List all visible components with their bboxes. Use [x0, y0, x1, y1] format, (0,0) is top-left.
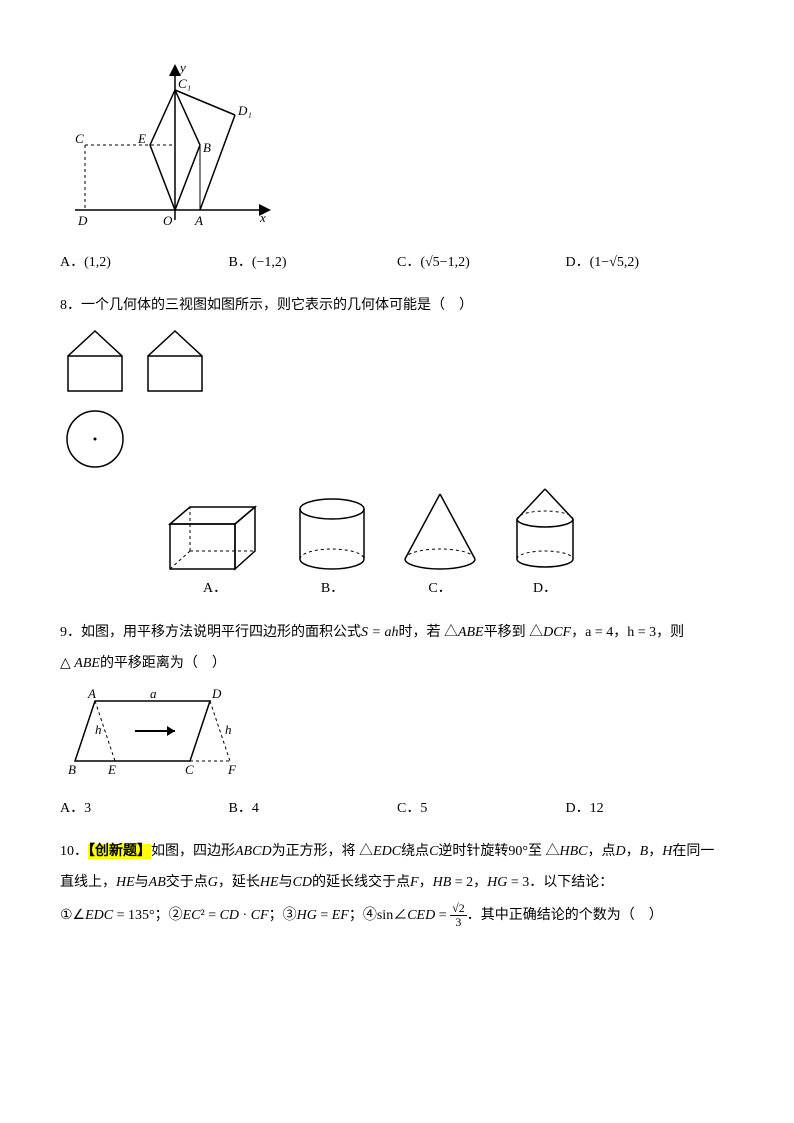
svg-text:D: D [77, 213, 88, 228]
q9-option-c: C．5 [397, 796, 566, 821]
side-view-icon [140, 326, 210, 396]
svg-text:D: D [211, 686, 222, 701]
svg-text:h: h [95, 722, 102, 737]
svg-text:B: B [68, 762, 76, 777]
q9-figure: A a D h h B E C F [60, 686, 734, 786]
svg-text:B: B [203, 140, 211, 155]
svg-text:a: a [150, 686, 157, 701]
q8-option-d: D． [505, 484, 585, 601]
q7-option-a: A．(1,2) [60, 250, 229, 275]
q9-text-line2: △ ABE的平移距离为（ ） [60, 651, 734, 676]
q8-options-row: A． B． C． D． [60, 484, 734, 601]
q7-option-d: D．(1−√5,2) [566, 250, 735, 275]
coordinate-diagram: y x C₁ D₁ C E B D O A [60, 60, 280, 240]
q10-line2: 直线上，HE与AB交于点G，延长HE与CD的延长线交于点F，HB = 2，HG … [60, 870, 734, 895]
cylinder-icon [290, 494, 375, 574]
q9-option-d: D．12 [566, 796, 735, 821]
innovation-badge: 【创新题】 [88, 844, 151, 859]
top-view-icon [60, 404, 130, 474]
svg-text:h: h [225, 722, 232, 737]
q8-top-view [60, 404, 734, 474]
cone-icon [395, 489, 485, 574]
svg-text:E: E [137, 131, 146, 146]
svg-text:y: y [178, 60, 186, 75]
svg-text:C: C [75, 131, 84, 146]
q7-figure: y x C₁ D₁ C E B D O A [60, 60, 734, 240]
svg-text:A: A [87, 686, 96, 701]
q8-option-c: C． [395, 489, 485, 601]
q10-conclusions: ①∠EDC = 135°；②EC² = CD · CF；③HG = EF；④si… [60, 902, 734, 929]
svg-text:D₁: D₁ [237, 103, 252, 118]
q7-option-c: C．(√5−1,2) [397, 250, 566, 275]
q10-line1: 10．【创新题】如图，四边形ABCD为正方形，将 △EDC绕点C逆时针旋转90°… [60, 839, 734, 864]
svg-text:A: A [194, 213, 203, 228]
q7-option-b: B．(−1,2) [229, 250, 398, 275]
q9-option-b: B．4 [229, 796, 398, 821]
svg-text:C₁: C₁ [178, 76, 191, 91]
q8-option-a: A． [160, 499, 270, 601]
q8-three-views [60, 326, 734, 396]
svg-text:O: O [163, 213, 173, 228]
q8-text: 8．一个几何体的三视图如图所示，则它表示的几何体可能是（ ） [60, 293, 734, 318]
q9-text: 9．如图，用平移方法说明平行四边形的面积公式S = ah时，若 △ABE平移到 … [60, 620, 734, 645]
q9-option-a: A．3 [60, 796, 229, 821]
q7-options: A．(1,2) B．(−1,2) C．(√5−1,2) D．(1−√5,2) [60, 250, 734, 275]
q8-option-b: B． [290, 494, 375, 601]
front-view-icon [60, 326, 130, 396]
svg-text:x: x [259, 210, 266, 225]
parallelogram-icon: A a D h h B E C F [60, 686, 280, 786]
cone-cylinder-icon [505, 484, 585, 574]
fraction: √23 [450, 902, 467, 929]
svg-text:C: C [185, 762, 194, 777]
svg-text:E: E [107, 762, 116, 777]
q9-options: A．3 B．4 C．5 D．12 [60, 796, 734, 821]
cuboid-icon [160, 499, 270, 574]
svg-text:F: F [227, 762, 237, 777]
